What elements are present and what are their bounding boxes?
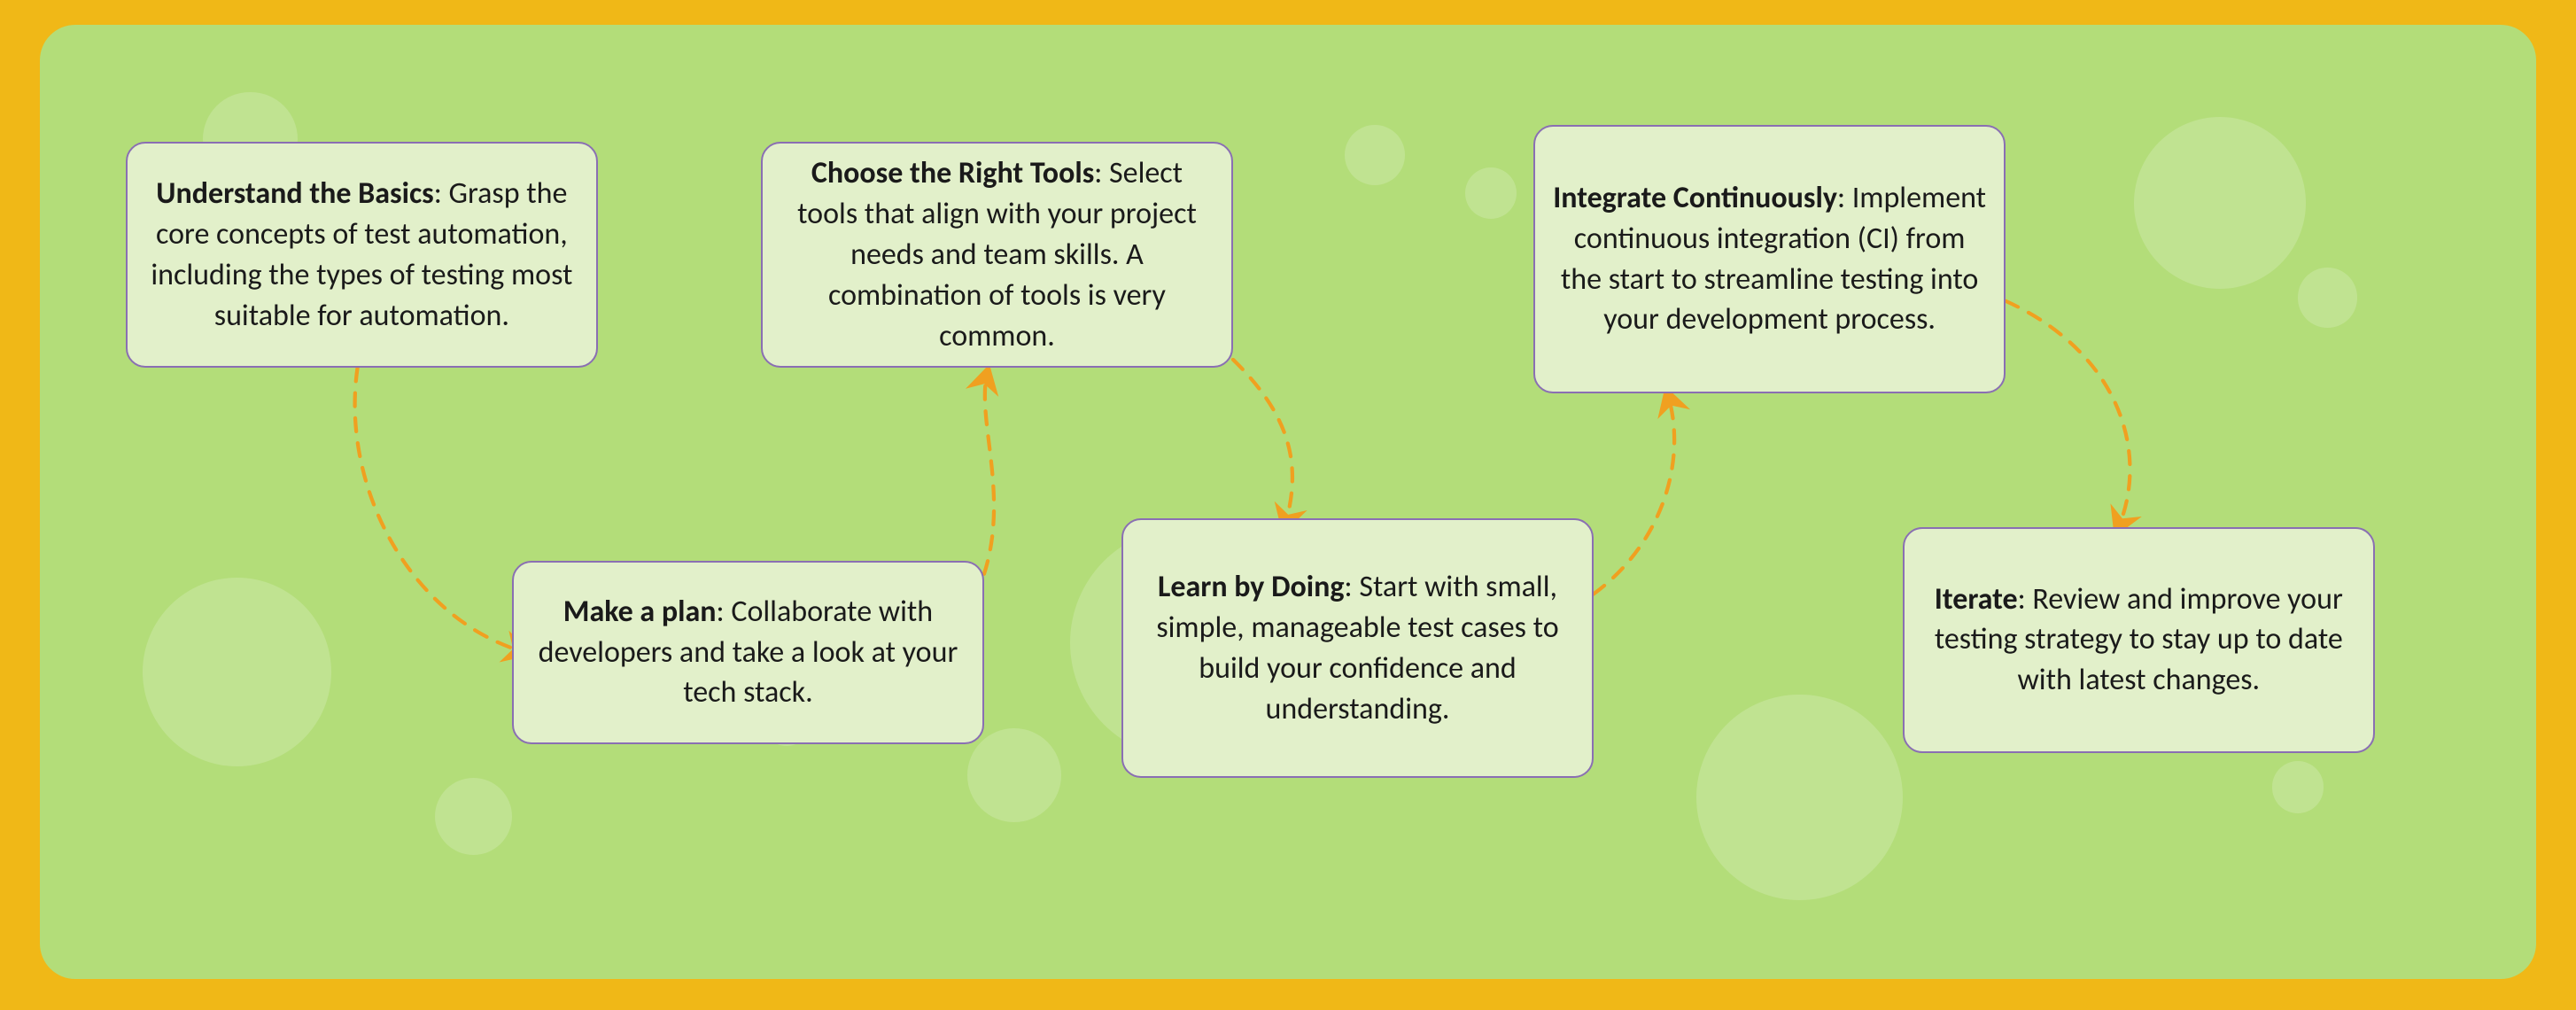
- decorative-bubble: [967, 728, 1062, 823]
- connector-n3-n4: [1233, 360, 1292, 527]
- connector-n4-n5: [1594, 393, 1674, 594]
- flow-node-title: Learn by Doing: [1158, 569, 1345, 605]
- diagram-panel: Understand the Basics: Grasp the core co…: [40, 25, 2536, 979]
- flow-node-text: Iterate: Review and improve your testing…: [1920, 579, 2357, 702]
- flow-node-n2: Make a plan: Collaborate with developers…: [512, 561, 984, 745]
- flow-node-text: Learn by Doing: Start with small, simple…: [1139, 567, 1576, 730]
- connector-n5-n6: [2006, 301, 2130, 531]
- flow-node-n6: Iterate: Review and improve your testing…: [1903, 527, 2375, 753]
- flow-node-title: Integrate Continuously: [1553, 180, 1837, 216]
- decorative-bubble: [2298, 268, 2358, 328]
- flow-node-title: Iterate: [1935, 581, 2018, 618]
- flow-node-n4: Learn by Doing: Start with small, simple…: [1121, 518, 1594, 778]
- flow-node-title: Choose the Right Tools: [811, 155, 1094, 191]
- flow-node-title: Understand the Basics: [156, 175, 433, 212]
- decorative-bubble: [1465, 167, 1517, 219]
- decorative-bubble: [2272, 761, 2324, 812]
- connector-n1-n2: [355, 368, 526, 652]
- flow-node-title: Make a plan: [563, 594, 717, 630]
- flow-node-text: Integrate Continuously: Implement contin…: [1551, 178, 1988, 341]
- flow-node-text: Understand the Basics: Grasp the core co…: [144, 174, 580, 337]
- decorative-bubble: [1345, 125, 1405, 185]
- decorative-bubble: [2134, 117, 2306, 289]
- flow-node-text: Make a plan: Collaborate with developers…: [530, 592, 966, 714]
- connector-n2-n3: [984, 371, 994, 574]
- decorative-bubble: [1696, 695, 1903, 901]
- flow-node-n5: Integrate Continuously: Implement contin…: [1533, 125, 2006, 392]
- decorative-bubble: [435, 778, 512, 855]
- page-frame: Understand the Basics: Grasp the core co…: [0, 0, 2576, 1010]
- decorative-bubble: [143, 578, 331, 766]
- flow-node-n3: Choose the Right Tools: Select tools tha…: [761, 142, 1233, 368]
- flow-node-text: Choose the Right Tools: Select tools tha…: [779, 153, 1215, 357]
- flow-node-n1: Understand the Basics: Grasp the core co…: [126, 142, 598, 368]
